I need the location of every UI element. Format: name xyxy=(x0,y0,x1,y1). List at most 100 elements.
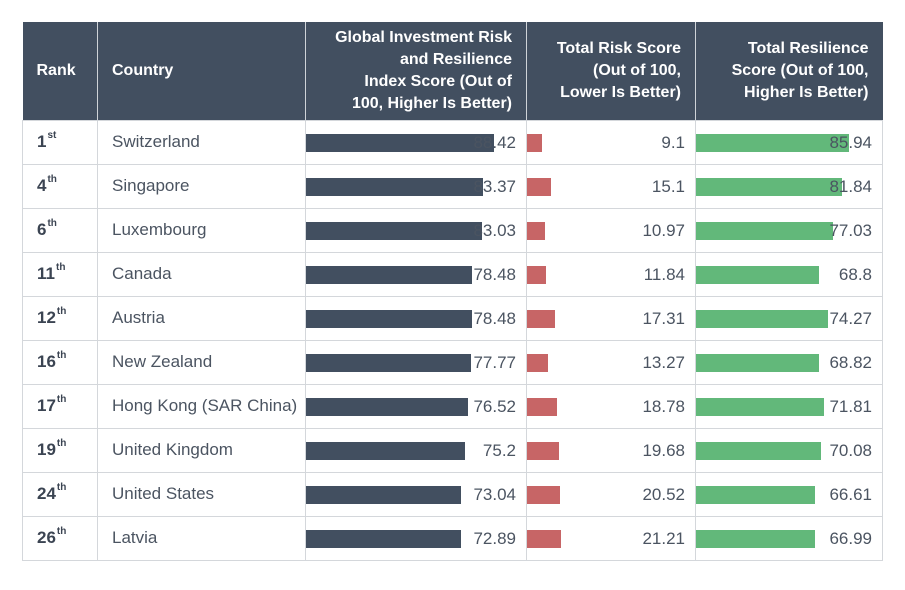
rank-suffix: th xyxy=(56,394,67,406)
rank-cell: 6th xyxy=(22,207,98,253)
country-cell: Singapore xyxy=(97,163,306,209)
header-row: Rank Country Global Investment Risk and … xyxy=(22,22,883,120)
rank-suffix: th xyxy=(56,482,67,494)
index-score-cell: 76.52 xyxy=(305,383,527,429)
country-cell: Latvia xyxy=(97,515,306,561)
index-score-value: 77.77 xyxy=(473,352,516,372)
rank-number: 16 xyxy=(37,352,56,371)
risk-score-value: 11.84 xyxy=(643,264,685,284)
risk-score-cell: 15.1 xyxy=(526,163,696,209)
risk-score-value: 17.31 xyxy=(642,308,685,328)
rank-suffix: th xyxy=(47,174,57,186)
resilience-score-value: 81.84 xyxy=(829,176,872,196)
index-score-value: 78.48 xyxy=(473,264,516,284)
header-country: Country xyxy=(97,22,306,120)
header-index-line: 100, Higher Is Better) xyxy=(351,94,512,112)
index-score-value: 73.04 xyxy=(473,484,516,504)
risk-score-cell: 9.1 xyxy=(526,119,696,165)
index-score-bar xyxy=(306,353,471,372)
risk-score-value: 21.21 xyxy=(642,528,685,548)
risk-score-bar xyxy=(527,529,561,548)
index-score-cell: 88.42 xyxy=(305,119,527,165)
resilience-score-bar xyxy=(696,265,819,284)
risk-score-cell: 21.21 xyxy=(526,515,696,561)
country-cell: New Zealand xyxy=(97,339,306,385)
index-score-bar xyxy=(306,485,461,504)
rank-cell: 11th xyxy=(22,251,98,297)
risk-score-value: 9.1 xyxy=(661,132,685,152)
rank-cell: 19th xyxy=(22,427,98,473)
table-row: 17th Hong Kong (SAR China) 76.52 18.78 71.81 xyxy=(22,383,883,429)
risk-score-cell: 11.84 xyxy=(526,251,696,297)
index-score-value: 76.52 xyxy=(473,396,516,416)
rank-number: 17 xyxy=(37,396,56,415)
index-score-value: 72.89 xyxy=(473,528,516,548)
risk-score-value: 15.1 xyxy=(651,176,685,196)
index-score-value: 88.42 xyxy=(473,132,516,152)
country-cell: United Kingdom xyxy=(97,427,306,473)
risk-score-cell: 13.27 xyxy=(526,339,696,385)
risk-score-value: 18.78 xyxy=(642,396,685,416)
index-score-cell: 83.37 xyxy=(305,163,527,209)
rank-suffix: th xyxy=(56,306,67,318)
country-cell: Hong Kong (SAR China) xyxy=(97,383,306,429)
header-resilience-line: Higher Is Better) xyxy=(744,83,869,101)
rank-cell: 16th xyxy=(22,339,98,385)
table-body: 1st Switzerland 88.42 9.1 85.94 4th Singapore 8… xyxy=(22,119,883,561)
table-row: 11th Canada 78.48 11.84 68.8 xyxy=(22,251,883,297)
country-cell: Austria xyxy=(97,295,306,341)
resilience-score-value: 70.08 xyxy=(829,440,872,460)
rank-cell: 26th xyxy=(22,515,98,561)
index-score-cell: 73.04 xyxy=(305,471,527,517)
index-score-cell: 75.2 xyxy=(305,427,527,473)
index-score-cell: 72.89 xyxy=(305,515,527,561)
risk-score-bar xyxy=(527,221,545,240)
rank-cell: 17th xyxy=(22,383,98,429)
rank-cell: 12th xyxy=(22,295,98,341)
header-index-score: Global Investment Risk and Resilience In… xyxy=(305,22,527,120)
risk-score-value: 19.68 xyxy=(642,440,685,460)
rank-suffix: th xyxy=(55,262,66,274)
resilience-score-bar xyxy=(696,397,824,416)
index-score-bar xyxy=(306,221,482,240)
risk-score-cell: 17.31 xyxy=(526,295,696,341)
ranking-table: Rank Country Global Investment Risk and … xyxy=(22,22,883,561)
resilience-score-cell: 68.8 xyxy=(695,251,883,297)
header-risk-score: Total Risk Score (Out of 100, Lower Is B… xyxy=(526,22,696,120)
rank-number: 4 xyxy=(37,176,47,195)
header-resilience-line: Total Resilience xyxy=(747,39,869,57)
header-index-line: and Resilience xyxy=(399,50,512,68)
index-score-value: 78.48 xyxy=(473,308,516,328)
resilience-score-cell: 66.99 xyxy=(695,515,883,561)
header-rank: Rank xyxy=(22,22,98,120)
risk-score-value: 13.27 xyxy=(642,352,685,372)
index-score-bar xyxy=(306,309,473,328)
country-cell: Luxembourg xyxy=(97,207,306,253)
rank-cell: 4th xyxy=(22,163,98,209)
risk-score-value: 20.52 xyxy=(642,484,685,504)
country-cell: Switzerland xyxy=(97,119,306,165)
resilience-score-value: 77.03 xyxy=(829,220,872,240)
rank-cell: 1st xyxy=(22,119,98,165)
header-risk-line: (Out of 100, xyxy=(592,61,681,79)
risk-score-bar xyxy=(527,441,559,460)
index-score-bar xyxy=(306,265,473,284)
header-index-line: Global Investment Risk xyxy=(335,28,512,46)
rank-number: 24 xyxy=(37,484,56,503)
rank-suffix: th xyxy=(47,218,57,230)
risk-score-bar xyxy=(527,177,552,196)
resilience-score-cell: 68.82 xyxy=(695,339,883,385)
risk-score-cell: 19.68 xyxy=(526,427,696,473)
resilience-score-bar xyxy=(696,529,816,548)
resilience-score-cell: 70.08 xyxy=(695,427,883,473)
risk-score-bar xyxy=(527,397,557,416)
resilience-score-bar xyxy=(696,177,842,196)
resilience-score-bar xyxy=(696,221,834,240)
rank-number: 26 xyxy=(37,528,56,547)
resilience-score-cell: 74.27 xyxy=(695,295,883,341)
index-score-bar xyxy=(306,133,494,152)
risk-score-value: 10.97 xyxy=(642,220,685,240)
resilience-score-bar xyxy=(696,133,849,152)
resilience-score-bar xyxy=(696,353,819,372)
table-row: 26th Latvia 72.89 21.21 66.99 xyxy=(22,515,883,561)
